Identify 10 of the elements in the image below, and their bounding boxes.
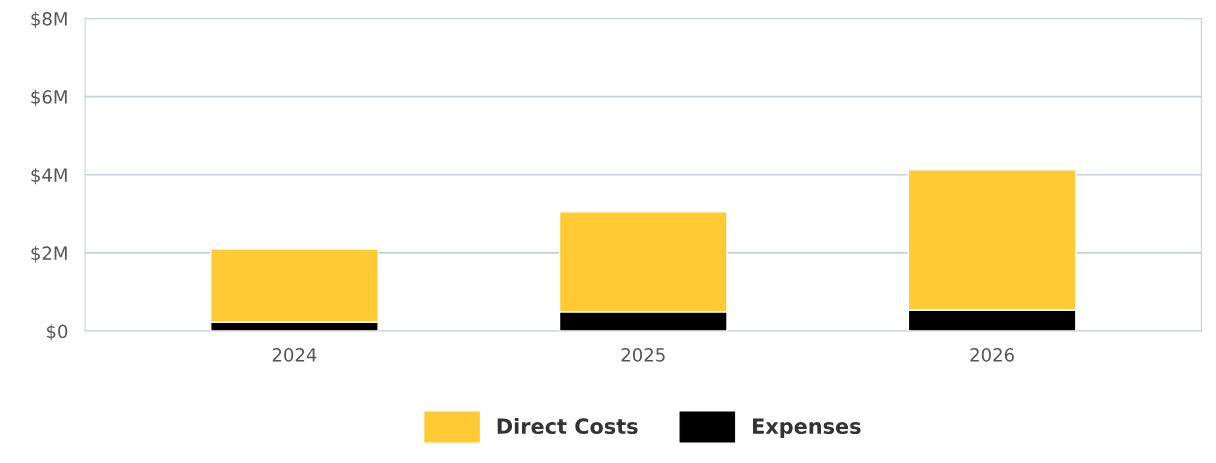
x-tick-label: 2024 xyxy=(272,348,317,362)
y-tick-label: $4M xyxy=(31,167,67,185)
y-tick-label: $2M xyxy=(31,246,67,263)
x-tick-label: 2025 xyxy=(621,348,665,362)
y-tick-label: $8M xyxy=(31,11,67,29)
y-tick-label: $0 xyxy=(46,324,68,341)
y-tick-label: $6M xyxy=(31,89,67,107)
x-tick-label: 2026 xyxy=(970,348,1014,362)
legend-label: Expenses xyxy=(752,418,861,439)
legend-label: Direct Costs xyxy=(497,417,638,435)
